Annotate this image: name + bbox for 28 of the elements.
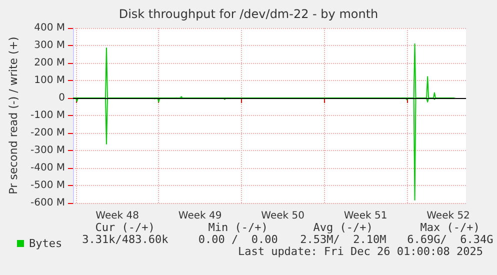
- text: Min (-/+): [208, 221, 268, 234]
- y-tick-label: 400 M: [34, 22, 65, 34]
- text: Last update: Fri Dec 26 01:00:08 2025: [238, 245, 483, 258]
- y-tick-label: 300 M: [34, 40, 65, 51]
- y-tick-label: 100 M: [34, 75, 65, 86]
- text: 3.31k/483.60k: [82, 233, 169, 246]
- text: Max (-/+): [420, 221, 480, 234]
- y-tick-label: -500 M: [30, 180, 65, 191]
- x-tick-label: Week 50: [261, 210, 304, 222]
- y-tick-label: 200 M: [34, 58, 65, 68]
- x-tick-label: Week 52: [426, 210, 470, 222]
- y-tick-label: -600 M: [30, 198, 65, 208]
- y-tick-label: -200 M: [30, 128, 65, 138]
- text: Cur (-/+): [95, 221, 155, 234]
- y-tick-label: -300 M: [30, 145, 65, 156]
- text: 6.69G/ 6.34G: [407, 233, 494, 246]
- y-tick-label: -400 M: [30, 162, 65, 174]
- y-tick-label: -100 M: [30, 110, 65, 121]
- y-tick-label: 0: [58, 92, 65, 104]
- x-tick-label: Week 48: [96, 210, 139, 222]
- text: 2.53M/ 2.10M: [300, 233, 387, 246]
- text: 0.00 / 0.00: [198, 233, 278, 246]
- legend-label: Bytes: [29, 237, 62, 250]
- text: Avg (-/+): [313, 221, 373, 234]
- y-axis-title: Pr second read (-) / write (+): [7, 36, 20, 194]
- chart-title: Disk throughput for /dev/dm-22 - by month: [118, 7, 378, 21]
- x-tick-label: Week 51: [344, 210, 388, 222]
- x-tick-label: Week 49: [178, 210, 222, 222]
